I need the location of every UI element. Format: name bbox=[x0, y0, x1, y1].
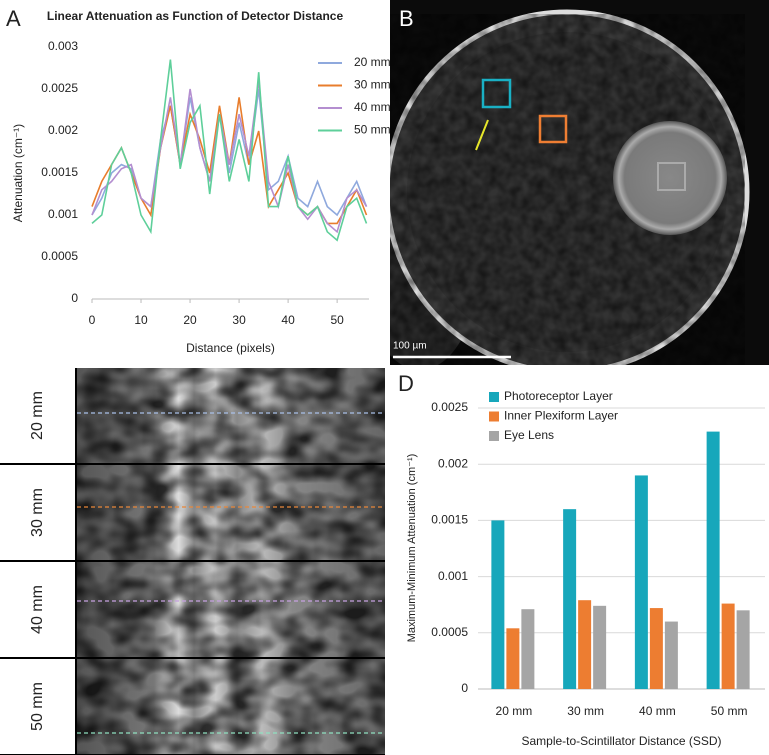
legend-swatch bbox=[489, 431, 499, 441]
x-tick-label: 0 bbox=[89, 313, 96, 327]
legend-label: Inner Plexiform Layer bbox=[504, 409, 618, 423]
y-axis-label: Attenuation (cm⁻¹) bbox=[11, 124, 25, 222]
bar bbox=[521, 609, 535, 689]
row-label: 40 mm bbox=[29, 585, 46, 634]
label-cell bbox=[0, 368, 75, 463]
y-tick-label: 0.0025 bbox=[431, 400, 468, 414]
y-axis-label: Maximum-Minimum Attenuation (cm⁻¹) bbox=[406, 454, 418, 643]
y-tick-label: 0.001 bbox=[48, 207, 78, 221]
y-tick-label: 0.002 bbox=[48, 123, 78, 137]
image-noise bbox=[77, 562, 385, 657]
y-tick-label: 0.0025 bbox=[41, 81, 78, 95]
legend-label: 20 mm bbox=[354, 55, 391, 69]
bar bbox=[578, 600, 592, 689]
y-tick-label: 0.002 bbox=[438, 456, 468, 470]
series-line bbox=[91, 59, 368, 242]
y-tick-label: 0.0005 bbox=[41, 249, 78, 263]
x-tick-label: 10 bbox=[134, 313, 148, 327]
image-noise bbox=[77, 465, 385, 560]
bar bbox=[593, 605, 607, 689]
row-label: 20 mm bbox=[29, 391, 46, 440]
label-cell bbox=[0, 659, 75, 754]
x-tick-label: 50 mm bbox=[711, 704, 748, 718]
x-tick-label: 30 mm bbox=[567, 704, 604, 718]
x-tick-label: 20 mm bbox=[496, 704, 533, 718]
panel-letter: D bbox=[398, 371, 414, 396]
y-tick-label: 0.0015 bbox=[431, 513, 468, 527]
image-strips: 20 mm 30 mm 40 mm 50 mm bbox=[0, 368, 385, 755]
x-tick-label: 40 bbox=[281, 313, 295, 327]
label-cell bbox=[0, 562, 75, 657]
row-label: 50 mm bbox=[29, 682, 46, 731]
chart-title: Linear Attenuation as Function of Detect… bbox=[47, 9, 344, 23]
legend-label: 40 mm bbox=[354, 100, 391, 114]
bar bbox=[491, 520, 505, 689]
panel-d-background bbox=[388, 368, 769, 755]
panel-letter: B bbox=[399, 6, 414, 31]
legend-label: 50 mm bbox=[354, 123, 391, 137]
legend-label: 30 mm bbox=[354, 78, 391, 92]
y-tick-label: 0 bbox=[461, 681, 468, 695]
y-tick-label: 0 bbox=[71, 291, 78, 305]
series-line bbox=[91, 80, 368, 234]
y-tick-label: 0.003 bbox=[48, 39, 78, 53]
bar bbox=[706, 431, 720, 689]
x-tick-label: 50 bbox=[330, 313, 344, 327]
x-axis-label: Distance (pixels) bbox=[186, 341, 275, 355]
legend-swatch bbox=[489, 392, 499, 402]
panel-letter: C bbox=[6, 370, 22, 395]
x-tick-label: 40 mm bbox=[639, 704, 676, 718]
x-tick-label: 20 bbox=[183, 313, 197, 327]
legend-swatch bbox=[489, 411, 499, 422]
y-tick-label: 0.001 bbox=[438, 569, 468, 583]
bar bbox=[506, 628, 520, 689]
image-noise bbox=[77, 659, 385, 754]
legend-label: Eye Lens bbox=[504, 428, 554, 442]
x-tick-label: 30 bbox=[232, 313, 246, 327]
bar bbox=[664, 621, 678, 689]
x-axis-label: Sample-to-Scintillator Distance (SSD) bbox=[521, 734, 721, 748]
scale-bar-label: 100 µm bbox=[393, 341, 427, 352]
bar bbox=[736, 610, 750, 689]
label-cell bbox=[0, 465, 75, 560]
row-label: 30 mm bbox=[29, 488, 46, 537]
y-tick-label: 0.0005 bbox=[431, 625, 468, 639]
legend-label: Photoreceptor Layer bbox=[504, 389, 613, 403]
bar bbox=[563, 509, 577, 689]
bar bbox=[721, 603, 735, 689]
bar bbox=[634, 475, 648, 689]
panel-letter: A bbox=[6, 6, 21, 31]
image-noise bbox=[77, 368, 385, 463]
bar bbox=[649, 608, 663, 689]
y-tick-label: 0.0015 bbox=[41, 165, 78, 179]
micro-ct-image: 100 µm bbox=[390, 0, 769, 365]
